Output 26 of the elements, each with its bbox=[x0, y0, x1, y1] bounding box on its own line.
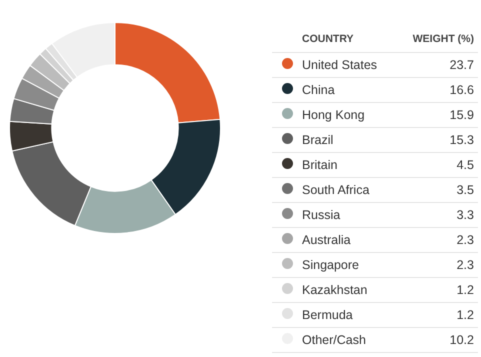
legend-label: Britain bbox=[302, 152, 396, 178]
data-label: 16.6 bbox=[396, 78, 478, 102]
data-label: 10.2 bbox=[396, 328, 478, 352]
data-label: 3.3 bbox=[396, 202, 478, 228]
legend-label: China bbox=[302, 78, 396, 102]
legend-label: Bermuda bbox=[302, 302, 396, 328]
data-label: 23.7 bbox=[396, 52, 478, 78]
data-label: 1.2 bbox=[396, 302, 478, 328]
legend-label: Brazil bbox=[302, 128, 396, 152]
legend-label: Other/Cash bbox=[302, 328, 396, 352]
data-label: 2.3 bbox=[396, 228, 478, 252]
legend-label: Russia bbox=[302, 202, 396, 228]
data-label: 3.5 bbox=[396, 178, 478, 202]
legend-label: Hong Kong bbox=[302, 102, 396, 128]
legend-label: Singapore bbox=[302, 252, 396, 278]
data-label: 4.5 bbox=[396, 152, 478, 178]
data-label: 1.2 bbox=[396, 278, 478, 302]
legend-label: Australia bbox=[302, 228, 396, 252]
text: WEIGHT (%) bbox=[396, 26, 478, 52]
legend-label: United States bbox=[302, 52, 396, 78]
legend-title: COUNTRY bbox=[302, 26, 396, 52]
data-label: 15.3 bbox=[396, 128, 478, 152]
legend-label: South Africa bbox=[302, 178, 396, 202]
data-label: 15.9 bbox=[396, 102, 478, 128]
data-label: 2.3 bbox=[396, 252, 478, 278]
legend-label: Kazakhstan bbox=[302, 278, 396, 302]
